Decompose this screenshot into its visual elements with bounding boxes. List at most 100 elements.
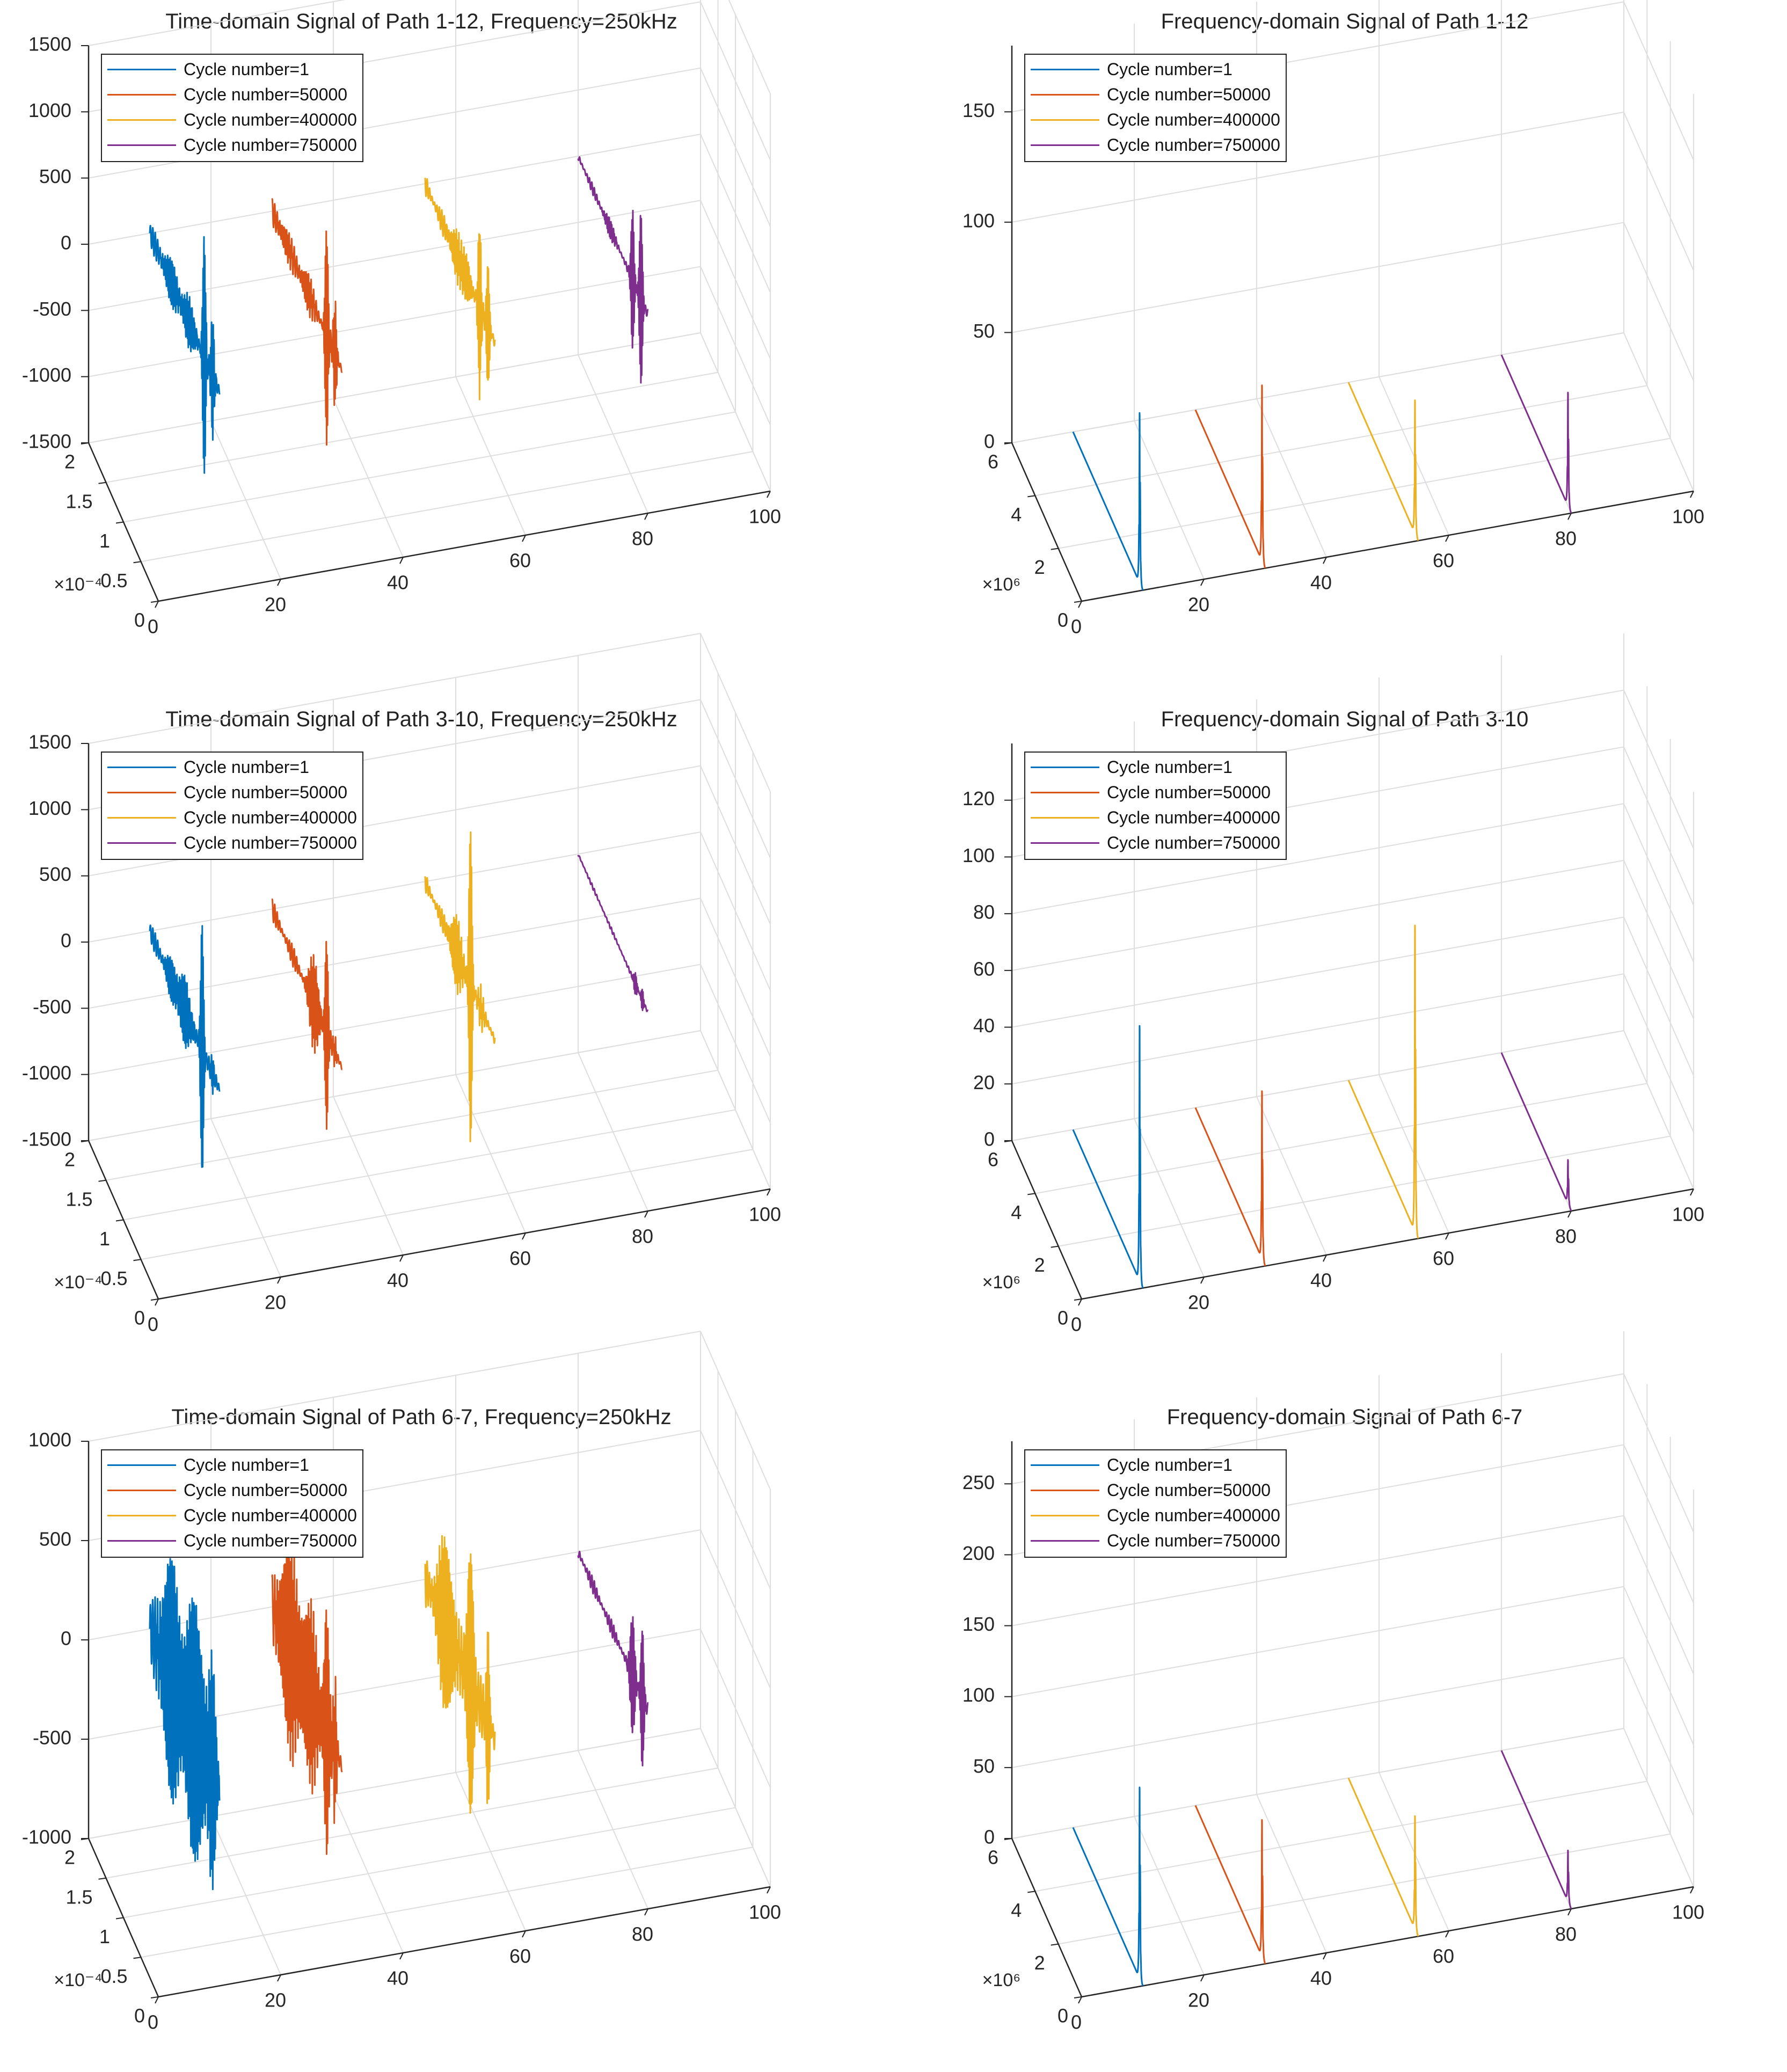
- grid-line: [1011, 1586, 1624, 1697]
- x-tick-label: 40: [387, 1270, 409, 1292]
- y-tick-label: 2: [1034, 556, 1045, 578]
- grid-line: [1035, 385, 1647, 497]
- legend-label: Cycle number=50000: [1107, 85, 1271, 104]
- y-tick: [115, 521, 124, 524]
- z-tick-label: 0: [61, 1628, 71, 1650]
- grid-line: [1623, 1728, 1694, 1887]
- series-line: [424, 831, 496, 1142]
- y-tick: [1051, 1943, 1059, 1946]
- x-tick-label: 20: [1188, 594, 1209, 616]
- z-tick-label: 80: [973, 901, 995, 923]
- grid-line: [141, 1149, 753, 1260]
- grid-line: [123, 1109, 736, 1221]
- legend-swatch: [1031, 69, 1099, 70]
- x-tick: [1200, 1974, 1205, 1982]
- x-tick: [277, 1974, 281, 1982]
- x-axis: [1081, 1188, 1694, 1300]
- x-tick-label: 100: [749, 1203, 781, 1225]
- legend-label: Cycle number=750000: [184, 833, 357, 852]
- x-tick: [1445, 535, 1449, 542]
- grid-line: [700, 699, 771, 858]
- legend-swatch: [1031, 767, 1099, 768]
- legend-label: Cycle number=1: [184, 757, 309, 777]
- x-tick-label: 100: [1672, 1901, 1704, 1923]
- x-tick-label: 60: [509, 550, 531, 572]
- grid-line: [1623, 917, 1694, 1076]
- z-tick-label: 1000: [28, 99, 71, 121]
- series-line: [1500, 1749, 1572, 1909]
- x-tick-label: 0: [148, 616, 158, 638]
- series-line: [149, 1558, 221, 1891]
- grid-line: [1058, 437, 1671, 549]
- x-tick-label: 60: [509, 1945, 531, 1967]
- x-tick: [1078, 601, 1082, 608]
- series-line: [1347, 1777, 1419, 1937]
- legend-label: Cycle number=400000: [184, 808, 357, 827]
- y-axis: [1011, 1838, 1083, 1997]
- grid-line: [700, 1529, 771, 1689]
- legend-entry: Cycle number=1: [1029, 1453, 1280, 1478]
- chart-plot: 02040608010000.511.52×10⁻⁴-1500-1000-500…: [22, 0, 781, 638]
- y-exponent-label: ×10⁻⁴: [54, 1272, 102, 1293]
- grid-line: [1623, 1030, 1694, 1190]
- grid-line: [1378, 1772, 1449, 1931]
- grid-line: [1058, 1135, 1671, 1247]
- series-line: [577, 1550, 649, 1767]
- z-tick-label: 100: [962, 844, 995, 866]
- chart-legend: Cycle number=1 Cycle number=50000 Cycle …: [101, 1449, 363, 1558]
- z-tick-label: 250: [962, 1471, 995, 1493]
- x-tick: [1567, 1210, 1572, 1218]
- legend-label: Cycle number=50000: [184, 783, 348, 802]
- y-tick: [150, 1996, 159, 1998]
- grid-line: [700, 200, 771, 359]
- y-tick-label: 6: [988, 451, 998, 473]
- y-exponent-label: ×10⁶: [982, 574, 1021, 595]
- legend-swatch: [107, 1490, 176, 1491]
- legend-label: Cycle number=400000: [1107, 1506, 1280, 1525]
- z-tick-label: 0: [61, 930, 71, 952]
- x-tick-label: 80: [632, 1225, 653, 1247]
- z-tick-label: 1500: [28, 731, 71, 753]
- legend-swatch: [1031, 1515, 1099, 1516]
- legend-swatch: [107, 144, 176, 146]
- grid-line: [1623, 803, 1694, 962]
- legend-swatch: [1031, 792, 1099, 793]
- y-exponent-label: ×10⁻⁴: [54, 574, 102, 595]
- y-tick-label: 6: [988, 1149, 998, 1171]
- series-line: [1500, 1052, 1572, 1212]
- legend-swatch: [107, 119, 176, 121]
- y-tick: [115, 1917, 124, 1920]
- z-tick-label: 100: [962, 1684, 995, 1706]
- grid: [88, 633, 771, 1300]
- grid-line: [700, 633, 771, 792]
- y-tick-label: 0.5: [100, 1965, 127, 1987]
- x-axis: [158, 1188, 771, 1300]
- y-tick-label: 2: [64, 1149, 75, 1171]
- legend-swatch: [1031, 1540, 1099, 1542]
- x-tick: [1690, 1886, 1694, 1894]
- legend-entry: Cycle number=400000: [105, 805, 357, 830]
- y-exponent-label: ×10⁶: [982, 1272, 1021, 1293]
- grid-line: [700, 1331, 771, 1490]
- legend-swatch: [107, 94, 176, 96]
- series-line: [149, 924, 221, 1168]
- z-tick-label: 500: [39, 863, 71, 885]
- legend-entry: Cycle number=50000: [1029, 82, 1280, 107]
- legend-swatch: [107, 817, 176, 819]
- grid-line: [88, 0, 346, 46]
- grid-line: [1011, 916, 1624, 1028]
- grid-line: [700, 1, 771, 160]
- grid-line: [700, 68, 771, 227]
- series-line: [271, 1535, 343, 1855]
- x-tick-label: 80: [1555, 1923, 1577, 1945]
- grid-line: [141, 451, 753, 563]
- x-tick: [522, 535, 526, 542]
- chart-legend: Cycle number=1 Cycle number=50000 Cycle …: [101, 752, 363, 860]
- grid-line: [700, 134, 771, 293]
- chart-legend: Cycle number=1 Cycle number=50000 Cycle …: [1024, 54, 1287, 162]
- z-tick-label: 500: [39, 165, 71, 187]
- grid-line: [1256, 1096, 1327, 1256]
- legend-entry: Cycle number=750000: [1029, 830, 1280, 856]
- legend-label: Cycle number=750000: [184, 1531, 357, 1550]
- z-tick-label: 1000: [28, 797, 71, 819]
